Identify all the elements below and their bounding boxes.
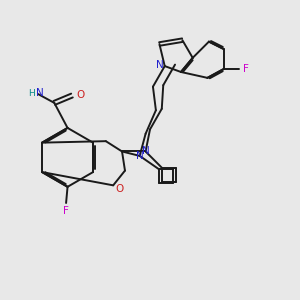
Text: N: N [142, 146, 149, 157]
Text: O: O [116, 184, 124, 194]
Text: F: F [243, 64, 249, 74]
Text: O: O [76, 90, 84, 100]
Text: N: N [36, 88, 43, 98]
Text: F: F [63, 206, 69, 216]
Text: N: N [155, 60, 163, 70]
Text: N: N [136, 151, 144, 161]
Text: H: H [28, 89, 34, 98]
